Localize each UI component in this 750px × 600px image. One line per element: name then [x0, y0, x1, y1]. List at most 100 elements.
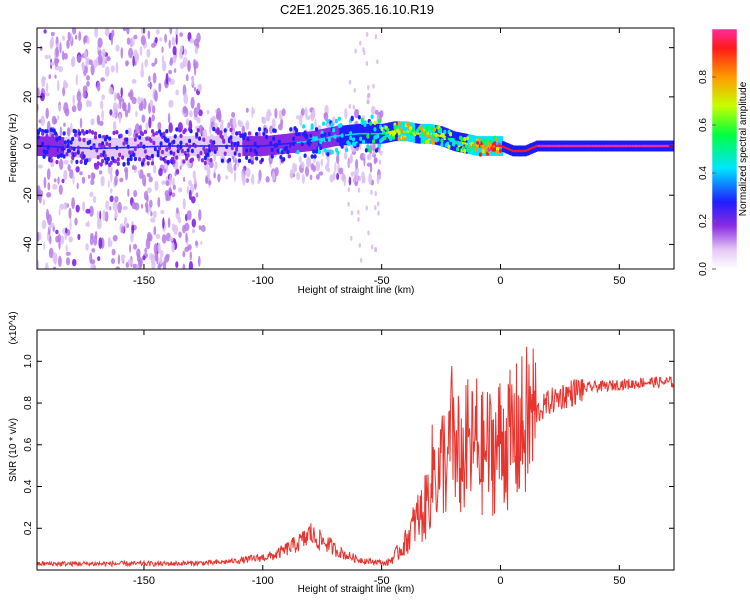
spectrogram-noise-blob — [162, 260, 167, 269]
spectrogram-carrier-cell — [206, 145, 210, 147]
spectrogram-carrier-cell — [45, 145, 49, 148]
spectrogram-carrier-cell — [610, 144, 613, 148]
spectrogram-track-blob — [255, 151, 259, 156]
spectrogram-noise-blob — [46, 192, 52, 198]
spectrogram-noise-blob — [376, 114, 379, 120]
spectrogram-noise-blob — [179, 165, 182, 170]
spectrogram-noise-blob — [230, 167, 234, 175]
spectrogram-noise-blob — [74, 34, 78, 40]
spectrogram-noise-blob — [375, 109, 379, 115]
spectrogram-track-blob — [488, 138, 493, 144]
spectrogram-track-blob — [156, 149, 160, 154]
colorbar: 0.0 0.2 0.4 0.6 0.8 Normalized spectral ampl… — [698, 28, 749, 276]
spectrogram-noise-blob — [82, 201, 86, 212]
spectrogram-noise-blob — [146, 187, 152, 194]
spectrogram-noise-blob — [198, 225, 202, 230]
spectrogram-noise-blob — [133, 34, 138, 40]
spectrogram-noise-blob — [198, 124, 204, 134]
spectrogram-carrier-cell — [112, 147, 116, 149]
spectrogram-track-blob — [229, 135, 233, 140]
spectrogram-noise-blob — [157, 242, 161, 254]
spectrogram-noise-blob — [127, 92, 132, 98]
spectrogram-noise-blob — [71, 105, 77, 113]
spectrogram-noise-blob — [37, 260, 40, 269]
spectrogram-carrier-cell — [436, 134, 439, 137]
spectrogram-carrier-cell — [270, 144, 274, 146]
spectrogram-noise-blob — [47, 182, 51, 191]
spectrogram-carrier-cell — [171, 145, 174, 147]
spectrogram-track-blob — [350, 115, 354, 121]
spectrogram-noise-blob — [241, 125, 245, 134]
spectrogram-noise-blob — [174, 171, 177, 177]
spectrogram-track-blob — [373, 127, 377, 132]
spectrogram-track-blob — [190, 148, 194, 154]
spectrogram-track-blob — [220, 158, 224, 163]
spectrogram-noise-blob — [132, 55, 135, 67]
spectrogram-track-blob — [285, 145, 289, 151]
spectrogram-noise-blob — [261, 116, 267, 125]
spectrogram-track-blob — [290, 145, 294, 150]
spectrogram-noise-blob — [171, 192, 176, 198]
spectrogram-noise-blob — [86, 75, 90, 81]
spectrogram-noise-blob — [58, 209, 61, 216]
spectrogram-track-blob — [215, 146, 219, 152]
spectrogram-noise-blob — [168, 77, 171, 83]
spectrogram-track-blob — [155, 131, 159, 136]
spectrogram-track-blob — [159, 156, 163, 161]
spectrogram-track-blob — [242, 141, 246, 146]
spectrogram-carrier-cell — [279, 143, 282, 146]
spectrogram-track-blob — [108, 136, 112, 141]
spectrogram-track-blob — [236, 141, 240, 146]
spectrogram-track-blob — [326, 119, 330, 124]
spectrogram-carrier-cell — [218, 145, 221, 147]
spectrogram-carrier-cell — [138, 146, 141, 148]
spectrogram-noise-blob — [354, 108, 359, 119]
spectrogram-track-blob — [209, 158, 213, 163]
spectrogram-noise-blob — [74, 217, 78, 226]
spectrogram-track-blob — [79, 159, 83, 165]
spectrogram-track-blob — [300, 141, 304, 147]
spectrogram-noise-blob — [58, 184, 63, 195]
spectrogram-track-blob — [126, 161, 130, 166]
spectrogram-track-blob — [149, 138, 153, 143]
spectrogram-noise-blob — [44, 54, 49, 60]
spectrogram-noise-blob — [353, 87, 356, 93]
spectrogram-track-blob — [481, 138, 485, 144]
spectrogram-track-blob — [319, 145, 323, 151]
spectrogram-noise-blob — [52, 183, 58, 190]
spectrogram-noise-blob — [89, 205, 94, 217]
spectrogram-x-ticks: -150 -100 -50 0 50 — [133, 28, 625, 287]
spectrogram-noise-blob — [349, 153, 353, 164]
spectrogram-carrier-cell — [213, 145, 217, 147]
spectrogram-noise-blob — [363, 175, 366, 184]
spectrogram-track-blob — [477, 137, 481, 143]
spectrogram-noise-blob — [172, 45, 177, 56]
spectrogram-carrier-cell — [536, 144, 539, 148]
spectrogram-carrier-cell — [530, 147, 533, 150]
spectrogram-track-blob — [153, 146, 157, 152]
spectrogram-track-blob — [424, 139, 428, 145]
spectrogram-noise-blob — [90, 263, 95, 269]
snr-y-label: SNR (10 * v/v) — [8, 418, 19, 482]
spectrogram-noise-blob — [43, 29, 47, 34]
spectrogram-noise-blob — [190, 96, 195, 109]
spectrogram-track-blob — [312, 136, 316, 141]
spectrogram-track-blob — [133, 156, 137, 162]
spectrogram-carrier-cell — [298, 141, 301, 144]
spectrogram-carrier-cell — [426, 132, 429, 135]
spectrogram-track-blob — [309, 133, 313, 138]
spectrogram-noise-blob — [109, 188, 113, 194]
spectrogram-carrier-cell — [362, 132, 365, 135]
spectrogram-noise-blob — [56, 80, 60, 92]
spectrogram-track-blob — [138, 135, 142, 140]
spectrogram-noise-blob — [194, 46, 198, 55]
spectrogram-noise-blob — [304, 107, 308, 117]
spectrogram-track-blob — [202, 137, 206, 142]
spectrogram-carrier-cell — [149, 145, 153, 148]
spectrogram-track-blob — [267, 149, 272, 155]
spectrogram-noise-blob — [140, 100, 144, 111]
spectrogram-track-blob — [403, 137, 407, 142]
spectrogram-noise-blob — [329, 174, 334, 183]
spectrogram-track-blob — [360, 117, 364, 123]
spectrogram-noise-blob — [100, 77, 105, 82]
